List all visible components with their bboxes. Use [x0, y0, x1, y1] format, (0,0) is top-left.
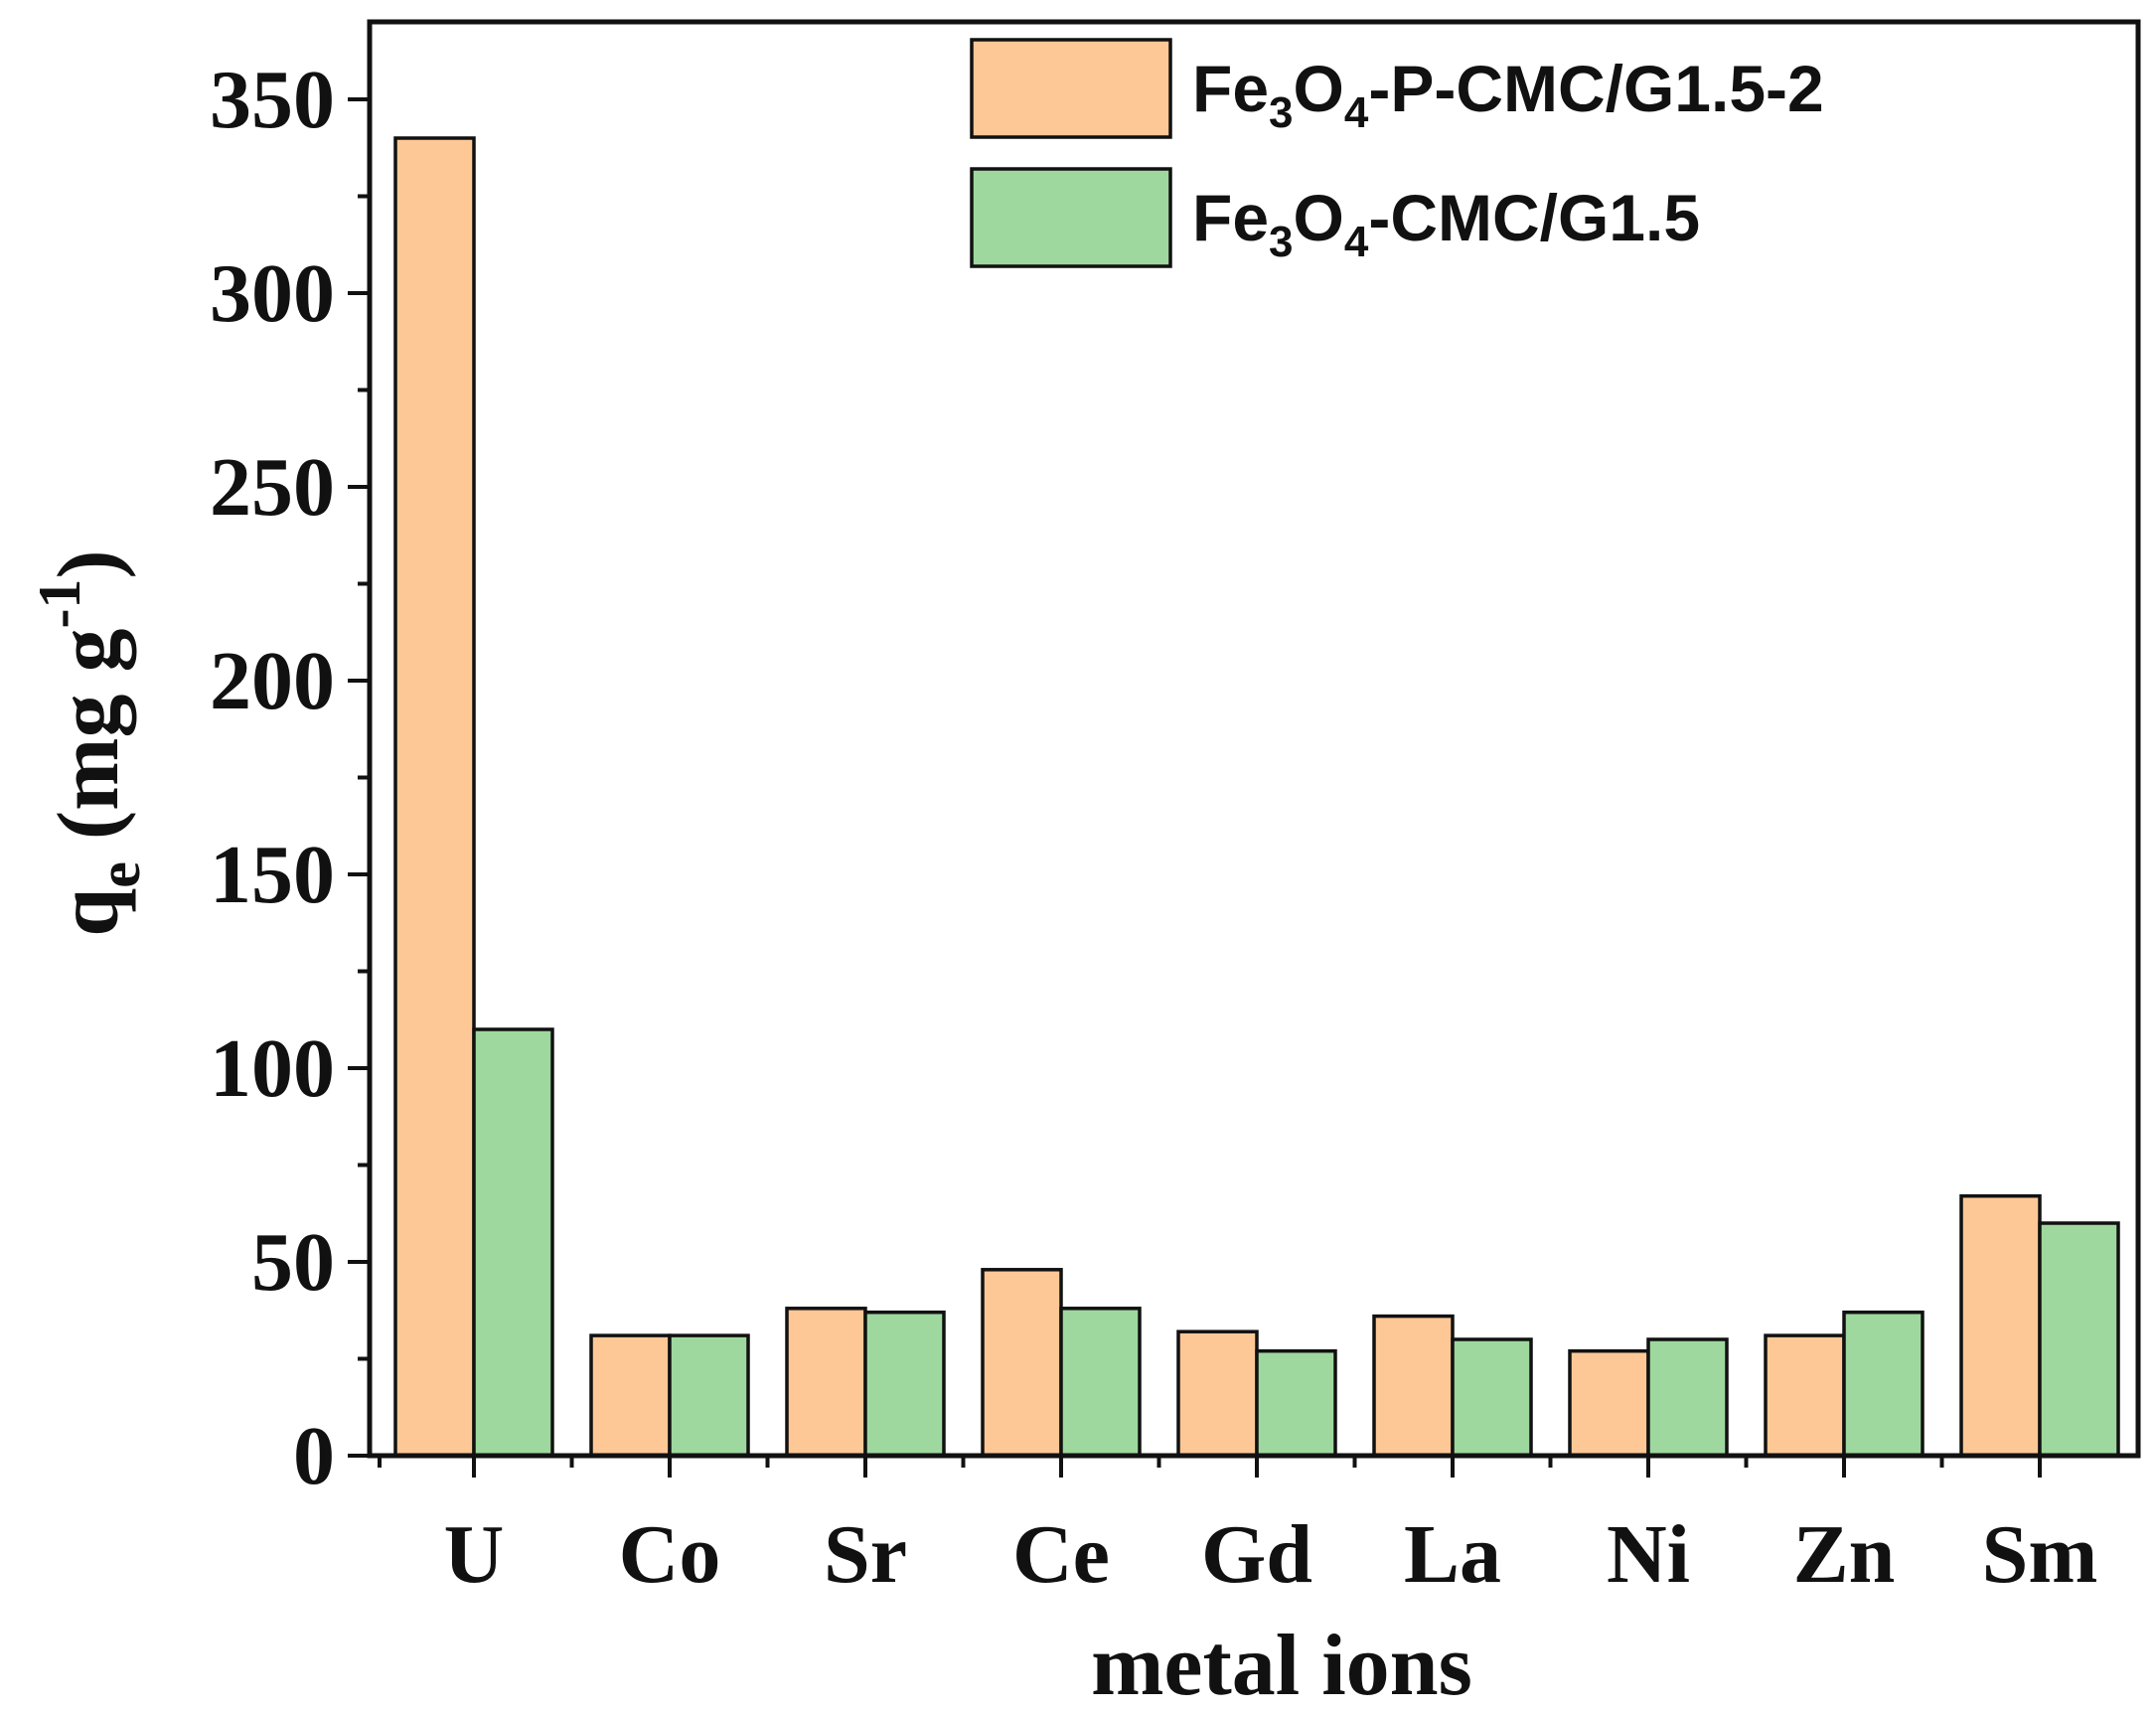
legend-label-series-1: Fe3O4-P-CMC/G1.5-2 — [1192, 52, 1824, 137]
y-axis-unit-close: ) — [41, 549, 137, 578]
bar-sm-series-2 — [2038, 1221, 2120, 1458]
y-axis-unit: (mg g — [41, 629, 137, 862]
y-tick-label: 0 — [293, 1410, 335, 1502]
x-tick-label-sr: Sr — [824, 1508, 907, 1601]
legend: Fe3O4-P-CMC/G1.5-2 Fe3O4-CMC/G1.5 — [970, 38, 1824, 268]
x-tick-label-u: U — [444, 1508, 505, 1601]
y-tick-label: 300 — [210, 247, 335, 340]
bar-la-series-2 — [1451, 1337, 1533, 1458]
y-tick-label: 250 — [210, 441, 335, 534]
legend-swatch-series-1 — [970, 38, 1172, 139]
legend-label-series-2: Fe3O4-CMC/G1.5 — [1192, 181, 1700, 266]
y-axis-subscript: e — [86, 861, 152, 888]
y-tick-label: 50 — [251, 1216, 335, 1309]
y-axis-unit-exponent: -1 — [27, 579, 92, 629]
x-axis-title: metal ions — [1091, 1618, 1472, 1714]
bar-sm-series-1 — [1959, 1193, 2042, 1458]
x-tick-label-ni: Ni — [1607, 1508, 1690, 1601]
bar-ni-series-2 — [1646, 1337, 1729, 1458]
bar-la-series-1 — [1372, 1314, 1455, 1458]
x-tick-label-zn: Zn — [1793, 1508, 1896, 1601]
plot-frame — [367, 19, 2141, 1459]
y-axis-symbol: q — [41, 888, 137, 937]
y-axis-title: qe (mg g-1) — [27, 549, 152, 937]
bar-ni-series-1 — [1568, 1348, 1650, 1458]
x-tick-label-la: La — [1404, 1508, 1501, 1601]
y-tick-label: 350 — [210, 54, 335, 146]
bar-sr-series-2 — [863, 1310, 946, 1458]
legend-swatch-series-2 — [970, 167, 1172, 268]
bar-co-series-1 — [589, 1333, 672, 1458]
x-tick-label-gd: Gd — [1201, 1508, 1312, 1601]
bars — [393, 136, 2120, 1458]
bar-u-series-1 — [393, 136, 476, 1458]
bar-u-series-2 — [472, 1027, 554, 1458]
y-tick-label: 100 — [210, 1022, 335, 1115]
bar-ce-series-2 — [1059, 1307, 1142, 1458]
bar-zn-series-1 — [1764, 1333, 1846, 1458]
y-tick-label: 200 — [210, 635, 335, 727]
bar-zn-series-2 — [1842, 1310, 1925, 1458]
bar-gd-series-1 — [1176, 1329, 1259, 1458]
x-tick-label-ce: Ce — [1012, 1508, 1110, 1601]
bar-gd-series-2 — [1255, 1348, 1337, 1458]
bar-ce-series-1 — [981, 1268, 1063, 1458]
x-tick-label-sm: Sm — [1982, 1508, 2098, 1601]
x-tick-labels: U Co Sr Ce Gd La Ni Zn Sm — [444, 1508, 2098, 1601]
bar-co-series-2 — [668, 1333, 750, 1458]
x-tick-label-co: Co — [619, 1508, 721, 1601]
y-tick-label: 150 — [210, 829, 335, 921]
axes — [348, 19, 2141, 1478]
y-tick-labels: 0 50 100 150 200 250 300 350 — [210, 54, 335, 1502]
bar-sr-series-1 — [785, 1307, 867, 1458]
